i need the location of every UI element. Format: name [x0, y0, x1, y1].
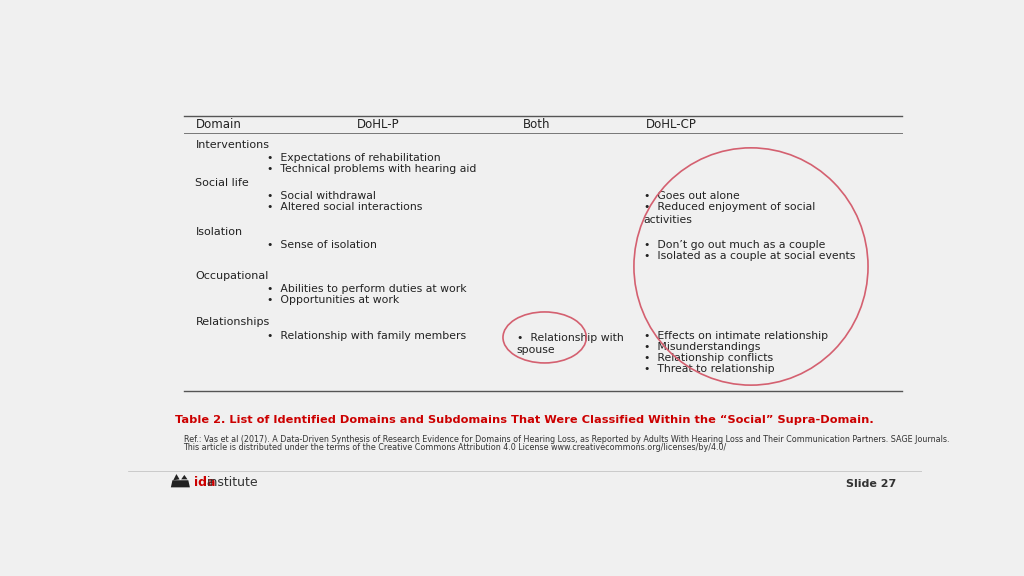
Text: •  Relationship with family members: • Relationship with family members	[267, 331, 466, 341]
Text: Isolation: Isolation	[196, 226, 243, 237]
Text: •  Don’t go out much as a couple: • Don’t go out much as a couple	[644, 240, 825, 250]
Text: •  Effects on intimate relationship: • Effects on intimate relationship	[644, 331, 828, 341]
Polygon shape	[173, 474, 179, 480]
Text: •  Sense of isolation: • Sense of isolation	[267, 240, 377, 250]
Text: Slide 27: Slide 27	[846, 479, 896, 489]
Text: •  Altered social interactions: • Altered social interactions	[267, 202, 422, 212]
Text: •  Relationship conflicts: • Relationship conflicts	[644, 353, 773, 363]
Polygon shape	[181, 475, 187, 479]
Text: Table 2. List of Identified Domains and Subdomains That Were Classified Within t: Table 2. List of Identified Domains and …	[175, 415, 874, 425]
Text: •  Technical problems with hearing aid: • Technical problems with hearing aid	[267, 165, 476, 175]
Text: •  Opportunities at work: • Opportunities at work	[267, 295, 399, 305]
Text: Occupational: Occupational	[196, 271, 269, 281]
Text: •  Relationship with
spouse: • Relationship with spouse	[517, 333, 624, 355]
Text: •  Goes out alone: • Goes out alone	[644, 191, 739, 201]
Text: •  Threat to relationship: • Threat to relationship	[644, 364, 774, 374]
Text: institute: institute	[207, 476, 259, 490]
Polygon shape	[171, 480, 189, 487]
Text: Social life: Social life	[196, 178, 249, 188]
Text: •  Reduced enjoyment of social
activities: • Reduced enjoyment of social activities	[644, 202, 815, 225]
Text: DoHL-P: DoHL-P	[356, 118, 399, 131]
Text: Both: Both	[523, 118, 551, 131]
Text: •  Misunderstandings: • Misunderstandings	[644, 342, 760, 352]
Text: DoHL-CP: DoHL-CP	[646, 118, 697, 131]
Text: •  Abilities to perform duties at work: • Abilities to perform duties at work	[267, 284, 467, 294]
Text: Domain: Domain	[196, 118, 242, 131]
Text: Interventions: Interventions	[196, 140, 269, 150]
Text: •  Social withdrawal: • Social withdrawal	[267, 191, 376, 201]
Text: Relationships: Relationships	[196, 317, 269, 328]
Text: Ref.: Vas et al (2017). A Data-Driven Synthesis of Research Evidence for Domains: Ref.: Vas et al (2017). A Data-Driven Sy…	[183, 435, 949, 444]
Text: ida: ida	[194, 476, 215, 490]
Text: •  Expectations of rehabilitation: • Expectations of rehabilitation	[267, 153, 440, 164]
Text: This article is distributed under the terms of the Creative Commons Attribution : This article is distributed under the te…	[183, 442, 727, 452]
Text: •  Isolated as a couple at social events: • Isolated as a couple at social events	[644, 251, 855, 261]
